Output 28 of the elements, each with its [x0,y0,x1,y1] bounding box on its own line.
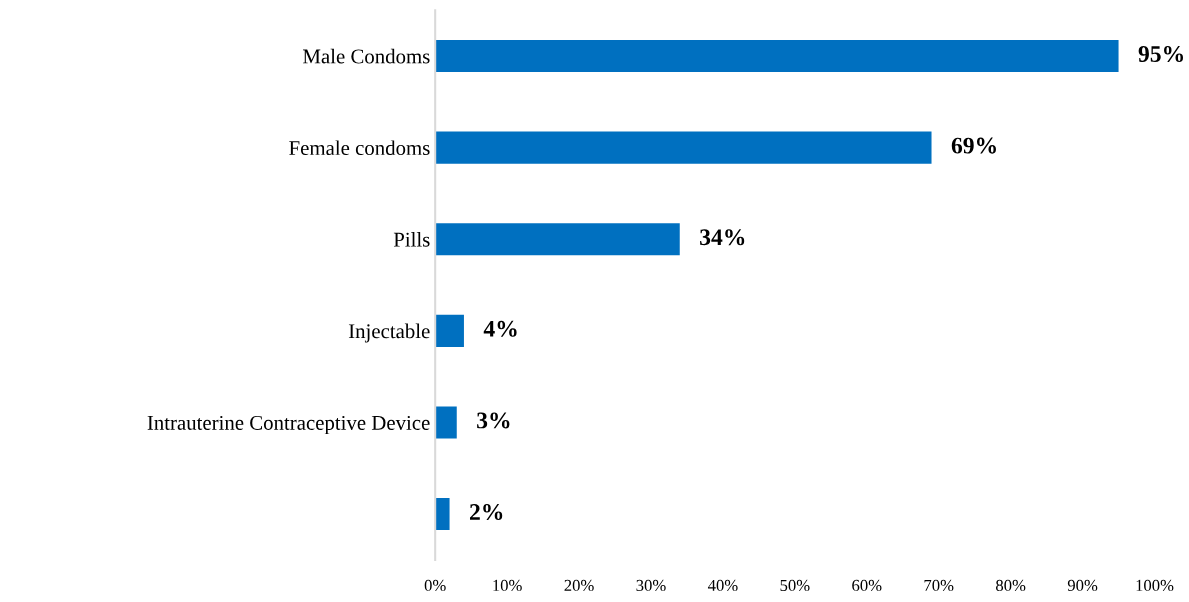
data-label: 4% [483,320,517,337]
data-label: 3% [477,412,510,429]
x-tick-label: 100% [1136,579,1174,592]
x-tick-label: 90% [1067,579,1098,592]
x-tick-label: 80% [996,579,1026,592]
y-tick-label: Pills [393,232,430,247]
data-label: 69% [951,137,996,154]
x-tick-label: 10% [493,579,522,592]
data-label: 2% [470,504,503,521]
x-tick-label: 40% [707,579,738,592]
bar [435,314,464,347]
bar [435,40,1119,73]
y-tick-label: Female condoms [289,140,430,156]
x-tick-label: 60% [852,579,882,592]
data-label: 95% [1138,46,1183,63]
x-tick-label: 30% [636,579,666,592]
y-tick-label: Male Condoms [303,48,430,64]
bar [435,131,932,164]
bar [435,406,457,439]
bar [435,223,680,256]
y-tick-label: Intrauterine Contraceptive Device [147,415,430,435]
x-tick-label: 0% [424,579,446,592]
x-tick-label: 50% [780,579,810,592]
x-tick-label: 20% [564,579,594,592]
bar [435,498,450,531]
y-tick-label: Injectable [348,323,430,343]
data-label: 34% [700,229,745,246]
x-tick-label: 70% [924,579,954,592]
